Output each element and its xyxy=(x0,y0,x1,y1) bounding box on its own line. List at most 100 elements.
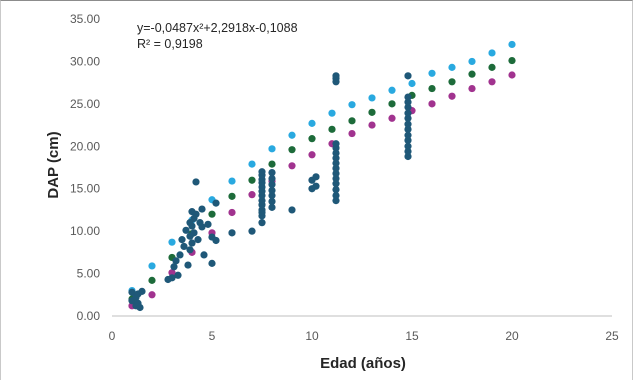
data-point xyxy=(428,69,436,77)
data-point xyxy=(332,164,340,172)
y-tick-label: 30.00 xyxy=(70,54,100,68)
data-point xyxy=(212,236,220,245)
data-point xyxy=(368,94,376,102)
series-1 xyxy=(128,40,516,295)
y-tick-label: 15.00 xyxy=(70,182,100,196)
y-tick-label: 20.00 xyxy=(70,139,100,153)
data-point xyxy=(268,197,276,206)
data-point xyxy=(348,101,356,109)
data-point xyxy=(208,259,216,267)
r-squared: R² = 0,9198 xyxy=(137,37,203,51)
data-point xyxy=(428,100,436,108)
data-point xyxy=(404,125,412,133)
data-point xyxy=(268,168,276,177)
data-point xyxy=(288,206,296,214)
data-point xyxy=(208,210,216,218)
data-point xyxy=(408,79,416,88)
data-point xyxy=(332,185,340,194)
data-point xyxy=(268,160,276,168)
data-point xyxy=(332,174,340,183)
data-point xyxy=(404,114,412,122)
data-point xyxy=(248,191,256,199)
x-tick-label: 25 xyxy=(605,329,619,343)
x-axis-title: Edad (años) xyxy=(320,355,406,372)
data-point xyxy=(332,72,340,80)
data-point xyxy=(168,274,176,282)
x-tick-label: 0 xyxy=(109,329,116,343)
data-point xyxy=(258,208,266,217)
data-point xyxy=(404,142,412,150)
data-point xyxy=(172,257,180,265)
data-point xyxy=(148,291,156,299)
data-point xyxy=(308,151,316,159)
data-point xyxy=(332,191,340,200)
data-point xyxy=(404,103,412,111)
data-point xyxy=(508,71,516,79)
data-point xyxy=(180,242,188,251)
data-point xyxy=(268,145,276,153)
data-point xyxy=(168,238,176,246)
x-tick-labels: 0 5 10 15 20 25 xyxy=(109,329,619,343)
data-point xyxy=(228,229,236,237)
data-point xyxy=(188,222,196,230)
data-point xyxy=(448,63,456,71)
data-point xyxy=(332,140,340,148)
data-point xyxy=(328,125,336,133)
data-point xyxy=(312,173,320,181)
data-point xyxy=(404,147,412,155)
data-point xyxy=(404,109,412,117)
data-point xyxy=(348,117,356,125)
data-point xyxy=(268,203,276,211)
data-point xyxy=(288,131,296,139)
data-point xyxy=(332,154,340,162)
data-point xyxy=(508,56,516,65)
data-point xyxy=(174,271,182,279)
data-point xyxy=(228,177,236,185)
data-point xyxy=(136,303,144,312)
data-point xyxy=(258,196,266,205)
data-point xyxy=(468,57,476,66)
data-point xyxy=(184,261,192,269)
series-3 xyxy=(128,71,516,310)
data-point xyxy=(268,180,276,189)
data-point xyxy=(168,269,176,277)
data-point xyxy=(248,227,256,235)
data-point xyxy=(308,135,316,143)
series-4 xyxy=(128,72,412,312)
data-point xyxy=(182,226,190,234)
data-point xyxy=(404,72,412,80)
data-point xyxy=(468,84,476,93)
data-point xyxy=(508,40,516,49)
data-point xyxy=(258,219,266,227)
data-point xyxy=(332,196,340,205)
data-point xyxy=(404,93,412,101)
data-point xyxy=(148,276,156,284)
data-point xyxy=(348,129,356,138)
data-point xyxy=(332,149,340,157)
data-point xyxy=(328,109,336,117)
data-point xyxy=(332,180,340,188)
data-point xyxy=(188,239,196,247)
data-point xyxy=(388,100,396,108)
data-point xyxy=(388,86,396,94)
x-tick-label: 15 xyxy=(405,329,419,343)
y-tick-label: 5.00 xyxy=(77,267,101,281)
data-point xyxy=(468,70,476,78)
y-tick-labels: 0.00 5.00 10.00 15.00 20.00 25.00 30.00 35.00 xyxy=(70,12,100,323)
data-point xyxy=(186,246,194,254)
data-point xyxy=(404,131,412,139)
data-point xyxy=(190,229,198,237)
data-point xyxy=(312,182,320,190)
data-point xyxy=(404,98,412,106)
data-point xyxy=(368,121,376,129)
data-point xyxy=(488,78,496,86)
data-point xyxy=(448,92,456,100)
data-point xyxy=(268,174,276,183)
data-point xyxy=(268,186,276,195)
data-point xyxy=(332,159,340,167)
data-point xyxy=(192,210,200,218)
x-tick-label: 5 xyxy=(209,329,216,343)
data-point xyxy=(248,160,256,168)
data-point xyxy=(332,169,340,178)
